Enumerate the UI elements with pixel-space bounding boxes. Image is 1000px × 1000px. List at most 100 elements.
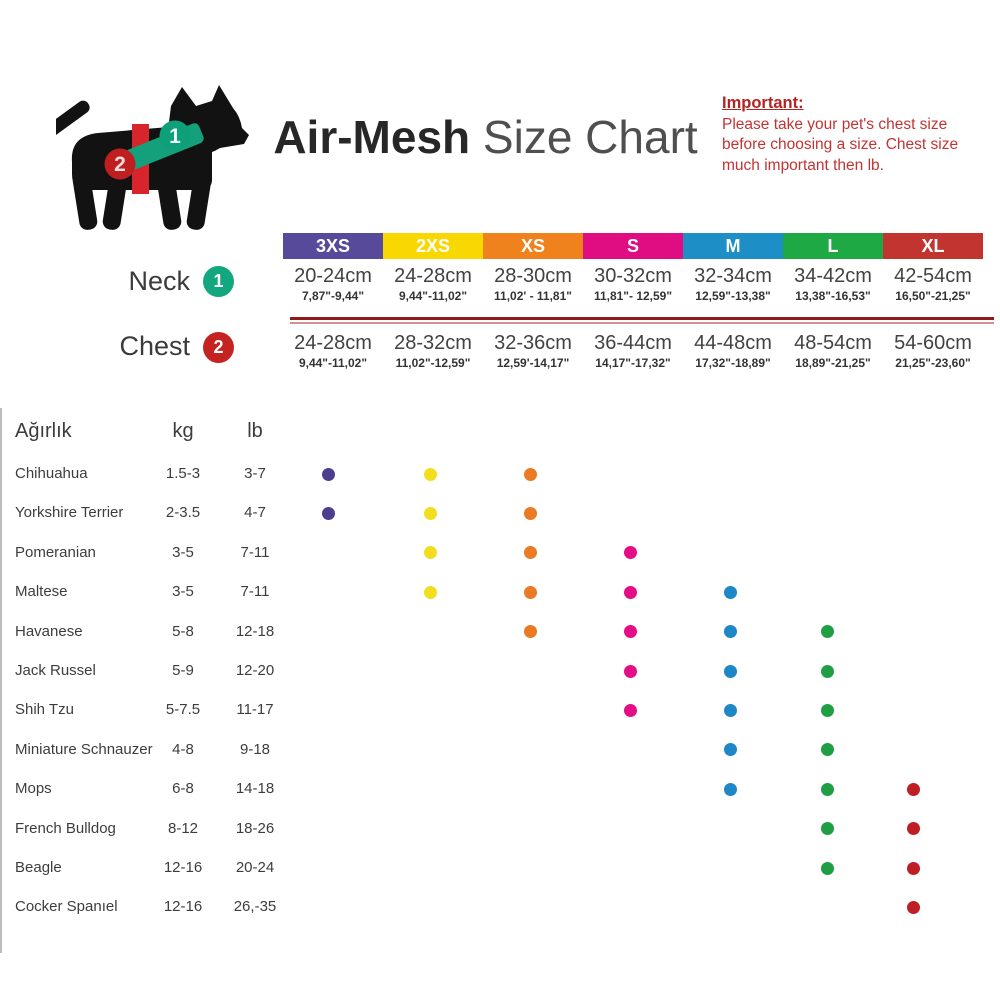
breed-name: Chihuahua xyxy=(15,465,88,482)
dog-chest-badge: 2 xyxy=(104,148,136,180)
neck-cm-3XS: 20-24cm xyxy=(294,265,372,287)
page-title: Air-Mesh Size Chart xyxy=(248,110,723,164)
neck-row-label: Neck xyxy=(128,266,190,296)
fit-dot-XL xyxy=(906,822,920,836)
fit-dot-M xyxy=(723,625,737,639)
breed-name: Pomeranian xyxy=(15,543,96,561)
chest-cm-L: 48-54cm xyxy=(794,332,872,354)
fit-dot-M xyxy=(723,703,737,717)
fit-dot-3XS xyxy=(321,467,335,481)
breed-lb: 26,-35 xyxy=(233,898,277,916)
breed-kg: 3-5 xyxy=(172,543,194,561)
neck-cm-2XS: 24-28cm xyxy=(394,265,472,287)
breed-lb: 3-7 xyxy=(244,465,266,482)
fit-dot-S xyxy=(623,546,637,560)
breed-name: Mops xyxy=(15,780,52,798)
fit-dot-XS xyxy=(523,467,537,481)
breed-kg: 12-16 xyxy=(163,898,203,916)
breed-name: Jack Russel xyxy=(15,662,96,679)
neck-inch-3XS: 7,87"-9,44" xyxy=(301,289,365,303)
important-note-text: Please take your pet's chest size before… xyxy=(722,115,959,174)
fit-dot-2XS xyxy=(423,467,437,481)
fit-dot-2XS xyxy=(423,506,437,520)
breed-lb: 12-20 xyxy=(235,662,275,679)
chest-cm-M: 44-48cm xyxy=(694,332,772,354)
breed-kg: 6-8 xyxy=(172,780,194,798)
fit-dot-3XS xyxy=(321,506,335,520)
fit-dot-S xyxy=(623,625,637,639)
fit-dot-XL xyxy=(906,861,920,875)
breed-name: Havanese xyxy=(15,622,83,640)
fit-dot-M xyxy=(723,664,737,678)
chest-badge: 2 xyxy=(203,332,234,363)
chest-row-label: Chest xyxy=(119,331,190,361)
breed-table-header-lb: lb xyxy=(247,420,263,442)
breed-name: Shih Tzu xyxy=(15,701,74,719)
important-note-title: Important: xyxy=(722,94,804,112)
neck-badge: 1 xyxy=(203,266,234,297)
breed-kg: 5-7.5 xyxy=(165,701,201,719)
dog-neck-badge: 1 xyxy=(159,120,191,152)
fit-dot-S xyxy=(623,585,637,599)
breed-name: Yorkshire Terrier xyxy=(15,504,124,522)
neck-inch-M: 12,59"-13,38" xyxy=(695,289,771,303)
breed-lb: 20-24 xyxy=(235,859,275,876)
breed-kg: 5-9 xyxy=(172,662,194,679)
breed-name: Beagle xyxy=(15,859,62,876)
breed-kg: 4-8 xyxy=(172,740,194,758)
breed-kg: 12-16 xyxy=(163,859,203,876)
size-header-2XS: 2XS xyxy=(383,233,483,259)
neck-inch-L: 13,38"-16,53" xyxy=(795,289,871,303)
neck-inch-XL: 16,50"-21,25" xyxy=(895,289,971,303)
neck-cm-M: 32-34cm xyxy=(694,265,772,287)
breed-lb: 18-26 xyxy=(235,819,275,837)
chest-cm-XS: 32-36cm xyxy=(494,332,572,354)
fit-dot-XS xyxy=(523,546,537,560)
neck-cm-L: 34-42cm xyxy=(794,265,872,287)
fit-dot-2XS xyxy=(423,546,437,560)
fit-dot-2XS xyxy=(423,585,437,599)
size-header-3XS: 3XS xyxy=(283,233,383,259)
breed-name: French Bulldog xyxy=(15,819,116,837)
chest-cm-3XS: 24-28cm xyxy=(294,332,372,354)
fit-dot-L xyxy=(820,782,834,796)
fit-dot-M xyxy=(723,782,737,796)
neck-inch-2XS: 9,44"-11,02" xyxy=(398,289,468,303)
breed-name: Maltese xyxy=(15,583,68,601)
fit-dot-L xyxy=(820,703,834,717)
breed-lb: 14-18 xyxy=(235,780,275,798)
breed-kg: 2-3.5 xyxy=(165,504,201,522)
fit-dot-S xyxy=(623,664,637,678)
fit-dot-M xyxy=(723,743,737,757)
fit-dot-M xyxy=(723,585,737,599)
size-header-L: L xyxy=(783,233,883,259)
breed-lb: 4-7 xyxy=(244,504,266,522)
breed-lb: 7-11 xyxy=(240,543,270,561)
left-edge-border xyxy=(0,408,2,953)
fit-dot-L xyxy=(820,664,834,678)
fit-dot-XS xyxy=(523,625,537,639)
breed-table-header-weight: Ağırlık xyxy=(15,420,72,442)
dog-illustration: 1 2 xyxy=(56,85,249,230)
breed-kg: 3-5 xyxy=(172,583,194,601)
chest-inch-L: 18,89"-21,25" xyxy=(795,356,871,370)
chest-inch-3XS: 9,44"-11,02" xyxy=(298,356,368,370)
breed-kg: 8-12 xyxy=(167,819,199,837)
chest-inch-XS: 12,59'-14,17" xyxy=(496,356,570,370)
chest-inch-2XS: 11,02"-12,59" xyxy=(395,356,471,370)
svg-text:1: 1 xyxy=(169,125,181,148)
neck-inch-S: 11,81"- 12,59" xyxy=(593,289,673,303)
neck-cm-XL: 42-54cm xyxy=(894,265,972,287)
neck-cm-XS: 28-30cm xyxy=(494,265,572,287)
title-suffix: Size Chart xyxy=(482,111,698,163)
breed-name: Miniature Schnauzer xyxy=(15,740,153,758)
important-note: Important: Please take your pet's chest … xyxy=(722,93,994,176)
breed-kg: 1.5-3 xyxy=(165,465,201,482)
chest-inch-M: 17,32"-18,89" xyxy=(695,356,771,370)
size-header-S: S xyxy=(583,233,683,259)
fit-dot-S xyxy=(623,703,637,717)
neck-chest-divider xyxy=(290,317,994,320)
neck-cm-S: 30-32cm xyxy=(594,265,672,287)
neck-inch-XS: 11,02' - 11,81" xyxy=(494,289,572,303)
fit-dot-XS xyxy=(523,585,537,599)
